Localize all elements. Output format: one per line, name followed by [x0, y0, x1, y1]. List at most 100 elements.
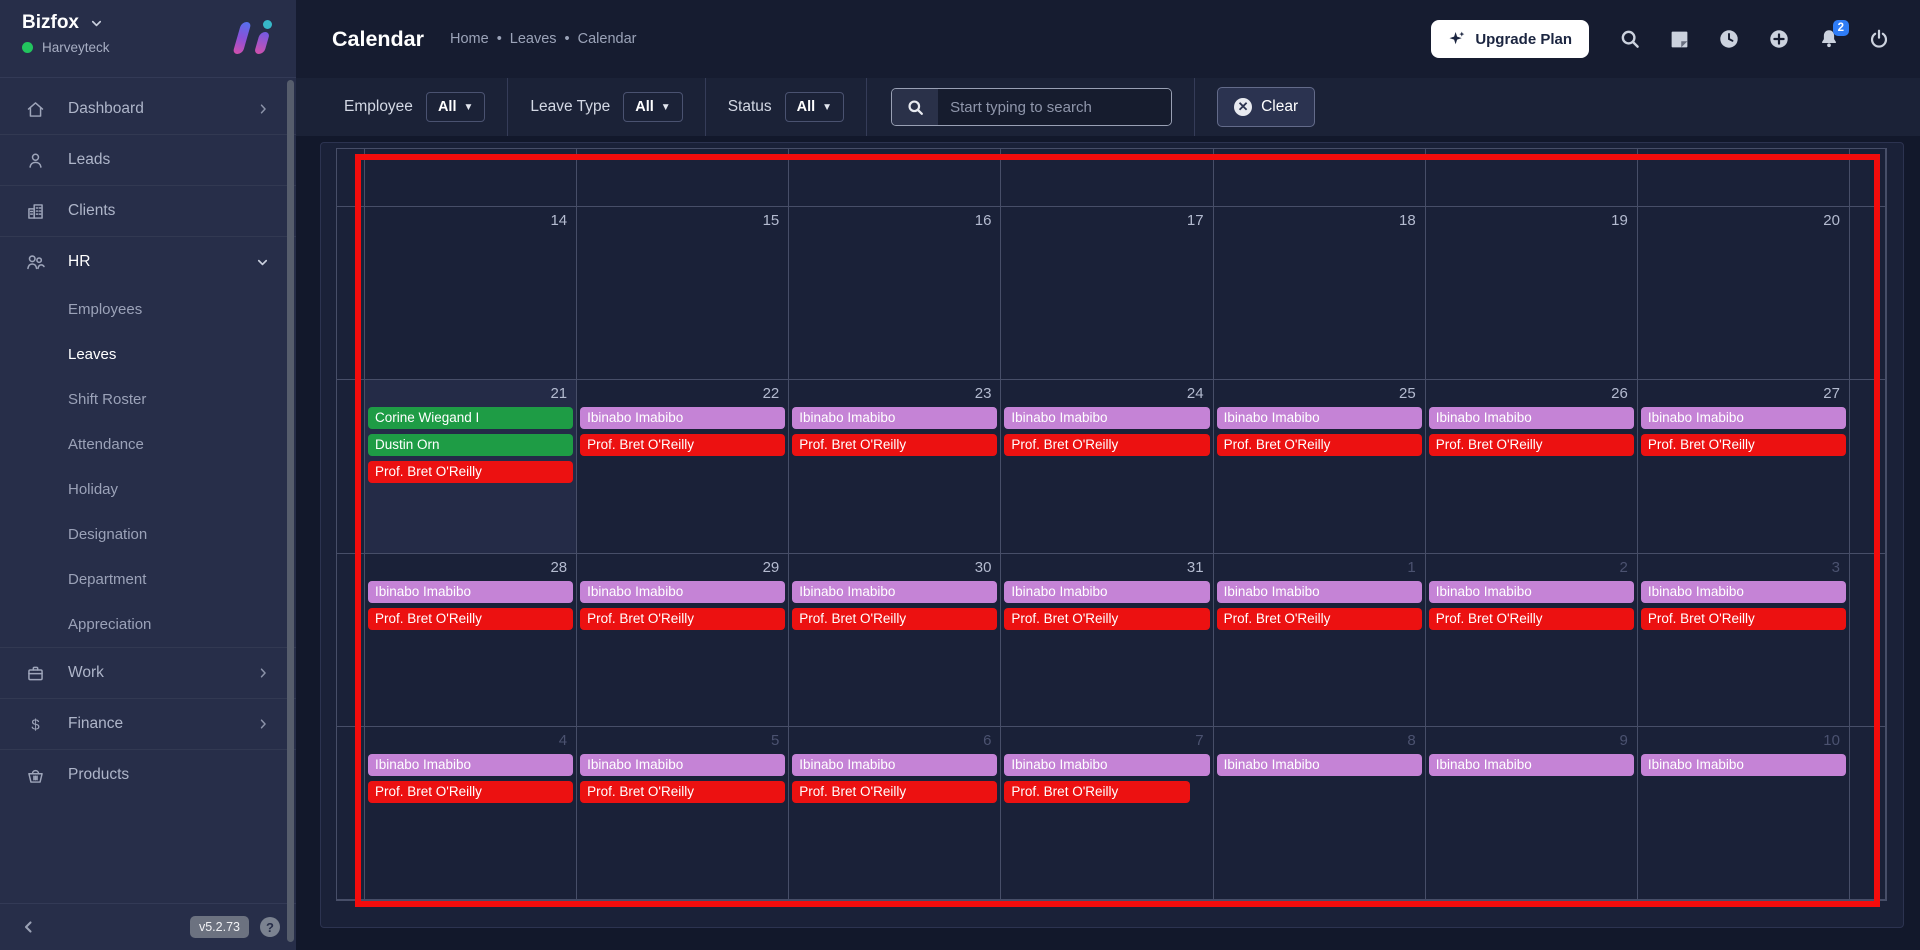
leave-event[interactable]: Prof. Bret O'Reilly [792, 780, 998, 803]
leave-event[interactable]: Ibinabo Imabibo [1004, 580, 1210, 603]
sidebar-scrollbar[interactable] [287, 80, 294, 942]
breadcrumb-item[interactable]: Home [450, 31, 489, 47]
leave-event[interactable]: Prof. Bret O'Reilly [1216, 607, 1422, 630]
leave-event[interactable]: Ibinabo Imabibo [1216, 753, 1422, 776]
calendar-day-cell[interactable] [365, 149, 578, 207]
calendar-day-cell[interactable]: 20 [1637, 207, 1850, 381]
leave-event[interactable]: Ibinabo Imabibo [1428, 753, 1634, 776]
leave-event[interactable]: Ibinabo Imabibo [792, 407, 998, 430]
leave-event[interactable]: Ibinabo Imabibo [580, 753, 786, 776]
sidebar-subitem-employees[interactable]: Employees [68, 301, 143, 318]
sidebar-item-work[interactable]: Work [0, 648, 296, 698]
breadcrumb-item[interactable]: Calendar [577, 31, 637, 47]
calendar-day-cell[interactable]: 29 Ibinabo Imabibo Prof. Bret O'Reilly [577, 553, 790, 727]
leave-event[interactable]: Ibinabo Imabibo [1640, 407, 1846, 430]
calendar-day-cell[interactable] [577, 149, 790, 207]
sidebar-subitem-attendance[interactable]: Attendance [68, 436, 144, 453]
sidebar-subitem-appreciation[interactable]: Appreciation [68, 616, 152, 633]
calendar-day-cell[interactable]: 21 Corine Wiegand I Dustin Orn Prof. Bret O… [365, 380, 578, 554]
calendar-day-cell[interactable]: 30 Ibinabo Imabibo Prof. Bret O'Reilly [789, 553, 1002, 727]
calendar-day-cell[interactable]: 7 Ibinabo Imabibo Prof. Bret O'Reilly [1001, 726, 1214, 900]
leave-event[interactable]: Prof. Bret O'Reilly [580, 607, 786, 630]
sidebar-subitem-shift-roster[interactable]: Shift Roster [68, 391, 147, 408]
help-icon[interactable]: ? [260, 917, 280, 937]
leave-event[interactable]: Ibinabo Imabibo [1428, 580, 1634, 603]
calendar-day-cell[interactable]: 26 Ibinabo Imabibo Prof. Bret O'Reilly [1425, 380, 1638, 554]
leave-event[interactable]: Ibinabo Imabibo [368, 580, 574, 603]
calendar-day-cell[interactable]: 19 [1425, 207, 1638, 381]
clock-icon[interactable] [1718, 28, 1740, 50]
calendar-day-cell[interactable]: 22 Ibinabo Imabibo Prof. Bret O'Reilly [577, 380, 790, 554]
workspace-switcher[interactable]: Bizfox [22, 12, 110, 34]
calendar-day-cell[interactable]: 8 Ibinabo Imabibo [1213, 726, 1426, 900]
sidebar-item-finance[interactable]: $ Finance [0, 699, 296, 749]
leave-event[interactable]: Ibinabo Imabibo [1216, 580, 1422, 603]
calendar-day-cell[interactable] [1213, 149, 1426, 207]
leave-event[interactable]: Prof. Bret O'Reilly [1640, 434, 1846, 457]
status-filter-dropdown[interactable]: All ▼ [784, 92, 845, 122]
sidebar-item-clients[interactable]: Clients [0, 186, 296, 236]
search-input[interactable] [938, 89, 1172, 125]
sidebar-item-hr[interactable]: HR [0, 237, 296, 287]
calendar-day-cell[interactable]: 15 [577, 207, 790, 381]
leave-event[interactable]: Prof. Bret O'Reilly [1004, 607, 1210, 630]
leave-event[interactable]: Ibinabo Imabibo [792, 580, 998, 603]
add-icon[interactable] [1768, 28, 1790, 50]
leave-event[interactable]: Ibinabo Imabibo [1428, 407, 1634, 430]
sidebar-subitem-department[interactable]: Department [68, 571, 147, 588]
leave-event[interactable]: Prof. Bret O'Reilly [1640, 607, 1846, 630]
calendar-day-cell[interactable]: 31 Ibinabo Imabibo Prof. Bret O'Reilly [1001, 553, 1214, 727]
leave-event[interactable]: Dustin Orn [368, 434, 574, 457]
calendar-day-cell[interactable]: 28 Ibinabo Imabibo Prof. Bret O'Reilly [365, 553, 578, 727]
upgrade-plan-button[interactable]: Upgrade Plan [1431, 20, 1589, 58]
calendar-day-cell[interactable]: 25 Ibinabo Imabibo Prof. Bret O'Reilly [1213, 380, 1426, 554]
leave-event[interactable]: Ibinabo Imabibo [368, 753, 574, 776]
leave-event[interactable]: Prof. Bret O'Reilly [368, 607, 574, 630]
sidebar-subitem-leaves[interactable]: Leaves [68, 346, 117, 363]
collapse-sidebar-icon[interactable] [20, 918, 38, 936]
calendar-day-cell[interactable] [1425, 149, 1638, 207]
sidebar-item-products[interactable]: Products [0, 750, 296, 800]
search-icon[interactable] [892, 89, 939, 125]
leave-event[interactable]: Prof. Bret O'Reilly [1428, 607, 1634, 630]
calendar-day-cell[interactable] [1001, 149, 1214, 207]
leave-event[interactable]: Prof. Bret O'Reilly [368, 780, 574, 803]
sidebar-item-dashboard[interactable]: Dashboard [0, 84, 296, 134]
sidebar-item-leads[interactable]: Leads [0, 135, 296, 185]
notifications-bell-icon[interactable]: 2 [1818, 20, 1849, 50]
calendar-day-cell[interactable]: 5 Ibinabo Imabibo Prof. Bret O'Reilly [577, 726, 790, 900]
calendar-day-cell[interactable]: 16 [789, 207, 1002, 381]
calendar-day-cell[interactable]: 4 Ibinabo Imabibo Prof. Bret O'Reilly [365, 726, 578, 900]
leave-event[interactable]: Prof. Bret O'Reilly [368, 461, 574, 484]
search-icon[interactable] [1619, 28, 1641, 50]
employee-filter-dropdown[interactable]: All ▼ [425, 92, 486, 122]
leave-event[interactable]: Prof. Bret O'Reilly [792, 434, 998, 457]
clear-filters-button[interactable]: ✕ Clear [1217, 87, 1316, 127]
calendar-day-cell[interactable] [1637, 149, 1850, 207]
calendar-day-cell[interactable]: 17 [1001, 207, 1214, 381]
notes-icon[interactable] [1669, 29, 1690, 50]
calendar-day-cell[interactable]: 24 Ibinabo Imabibo Prof. Bret O'Reilly [1001, 380, 1214, 554]
calendar-day-cell[interactable]: 9 Ibinabo Imabibo [1425, 726, 1638, 900]
leave-event[interactable]: Prof. Bret O'Reilly [1428, 434, 1634, 457]
leave-event[interactable]: Ibinabo Imabibo [580, 407, 786, 430]
sidebar-subitem-designation[interactable]: Designation [68, 526, 148, 543]
breadcrumb-item[interactable]: Leaves [509, 31, 557, 47]
leave-event[interactable]: Ibinabo Imabibo [1640, 580, 1846, 603]
calendar-day-cell[interactable]: 14 [365, 207, 578, 381]
calendar-day-cell[interactable]: 23 Ibinabo Imabibo Prof. Bret O'Reilly [789, 380, 1002, 554]
power-logout-icon[interactable] [1868, 28, 1890, 50]
leave-event[interactable]: Corine Wiegand I [368, 407, 574, 430]
calendar-day-cell[interactable]: 27 Ibinabo Imabibo Prof. Bret O'Reilly [1637, 380, 1850, 554]
calendar-day-cell[interactable]: 3 Ibinabo Imabibo Prof. Bret O'Reilly [1637, 553, 1850, 727]
sidebar-subitem-holiday[interactable]: Holiday [68, 481, 119, 498]
leave-event[interactable]: Ibinabo Imabibo [580, 580, 786, 603]
leave-event[interactable]: Ibinabo Imabibo [1216, 407, 1422, 430]
calendar-day-cell[interactable]: 2 Ibinabo Imabibo Prof. Bret O'Reilly [1425, 553, 1638, 727]
calendar-day-cell[interactable]: 10 Ibinabo Imabibo [1637, 726, 1850, 900]
calendar-day-cell[interactable] [789, 149, 1002, 207]
leave-event[interactable]: Ibinabo Imabibo [1004, 753, 1210, 776]
leave-event[interactable]: Ibinabo Imabibo [1004, 407, 1210, 430]
leave-type-filter-dropdown[interactable]: All ▼ [623, 92, 683, 122]
leave-event[interactable]: Prof. Bret O'Reilly [580, 780, 786, 803]
